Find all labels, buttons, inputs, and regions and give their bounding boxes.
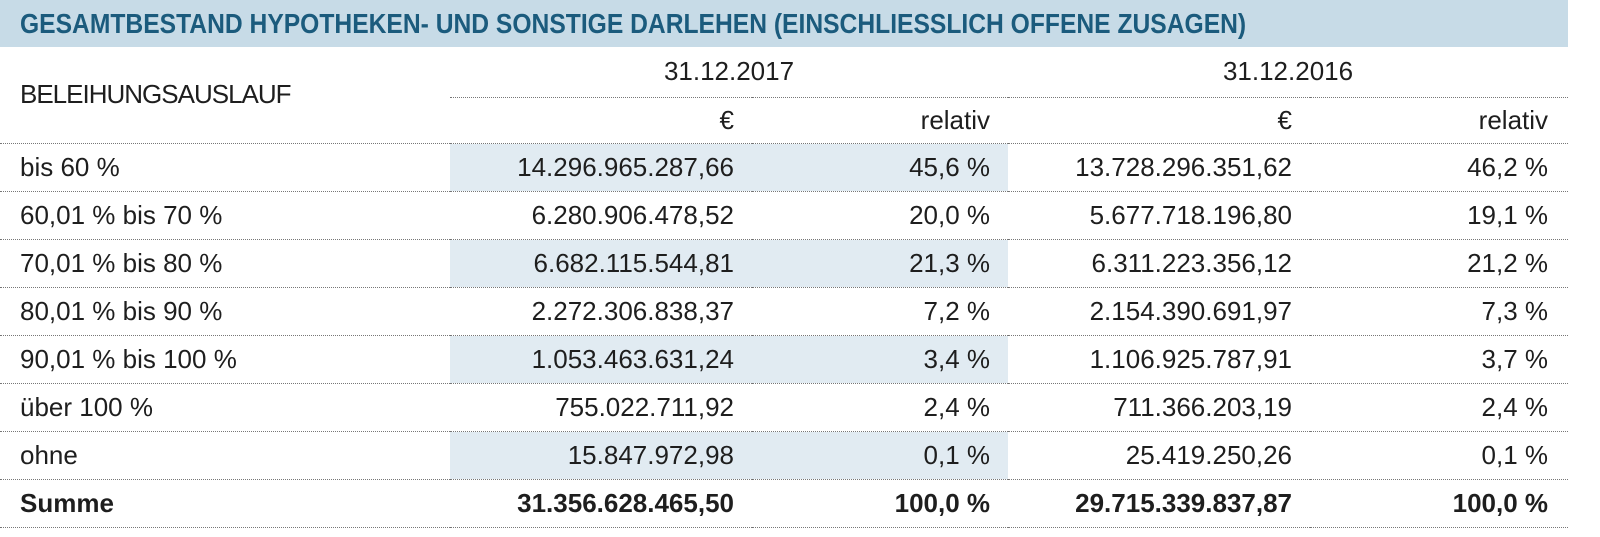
table-row: bis 60 % 14.296.965.287,66 45,6 % 13.728… bbox=[0, 143, 1569, 192]
total-amount-2017-cell: 31.356.628.465,50 bbox=[450, 479, 752, 528]
amount-2017-cell: 15.847.972,98 bbox=[450, 431, 752, 480]
amount-2017-cell: 1.053.463.631,24 bbox=[450, 335, 752, 384]
table-row: 70,01 % bis 80 % 6.682.115.544,81 21,3 %… bbox=[0, 239, 1569, 288]
amount-2017-cell: 2.272.306.838,37 bbox=[450, 287, 752, 336]
ltv-band-label: 80,01 % bis 90 % bbox=[0, 287, 450, 336]
loan-to-value-table: BELEIHUNGSAUSLAUF 31.12.2017 31.12.2016 … bbox=[0, 47, 1569, 528]
ltv-band-label: 60,01 % bis 70 % bbox=[0, 191, 450, 240]
table-row: über 100 % 755.022.711,92 2,4 % 711.366.… bbox=[0, 383, 1569, 432]
table-row: ohne 15.847.972,98 0,1 % 25.419.250,26 0… bbox=[0, 431, 1569, 480]
period-2016-header: 31.12.2016 bbox=[1008, 47, 1569, 98]
relative-2016-cell: 7,3 % bbox=[1310, 287, 1569, 336]
table-row: 80,01 % bis 90 % 2.272.306.838,37 7,2 % … bbox=[0, 287, 1569, 336]
relative-2017-header: relativ bbox=[752, 97, 1009, 144]
total-relative-2017-cell: 100,0 % bbox=[752, 479, 1009, 528]
header-row-units: € relativ € relativ bbox=[0, 97, 1569, 144]
amount-2016-cell: 5.677.718.196,80 bbox=[1008, 191, 1311, 240]
row-header-label: BELEIHUNGSAUSLAUF bbox=[0, 47, 450, 144]
total-row: Summe 31.356.628.465,50 100,0 % 29.715.3… bbox=[0, 479, 1569, 528]
relative-2016-cell: 2,4 % bbox=[1310, 383, 1569, 432]
ltv-band-label: ohne bbox=[0, 431, 450, 480]
title-bar: GESAMTBESTAND HYPOTHEKEN- UND SONSTIGE D… bbox=[0, 0, 1568, 47]
amount-2017-cell: 755.022.711,92 bbox=[450, 383, 752, 432]
header-row-dates: BELEIHUNGSAUSLAUF 31.12.2017 31.12.2016 bbox=[0, 47, 1569, 144]
amount-2017-cell: 14.296.965.287,66 bbox=[450, 143, 752, 192]
amount-2016-header: € bbox=[1008, 97, 1311, 144]
ltv-band-label: bis 60 % bbox=[0, 143, 450, 192]
table-row: 90,01 % bis 100 % 1.053.463.631,24 3,4 %… bbox=[0, 335, 1569, 384]
amount-2016-cell: 13.728.296.351,62 bbox=[1008, 143, 1311, 192]
relative-2017-cell: 21,3 % bbox=[752, 239, 1009, 288]
amount-2016-cell: 6.311.223.356,12 bbox=[1008, 239, 1311, 288]
total-label: Summe bbox=[0, 479, 450, 528]
relative-2017-cell: 0,1 % bbox=[752, 431, 1009, 480]
relative-2016-cell: 19,1 % bbox=[1310, 191, 1569, 240]
ltv-band-label: 90,01 % bis 100 % bbox=[0, 335, 450, 384]
relative-2016-cell: 46,2 % bbox=[1310, 143, 1569, 192]
amount-2016-cell: 2.154.390.691,97 bbox=[1008, 287, 1311, 336]
table-row: 60,01 % bis 70 % 6.280.906.478,52 20,0 %… bbox=[0, 191, 1569, 240]
ltv-band-label: 70,01 % bis 80 % bbox=[0, 239, 450, 288]
amount-2016-cell: 711.366.203,19 bbox=[1008, 383, 1311, 432]
relative-2017-cell: 45,6 % bbox=[752, 143, 1009, 192]
table-title: GESAMTBESTAND HYPOTHEKEN- UND SONSTIGE D… bbox=[20, 7, 1247, 39]
relative-2016-cell: 3,7 % bbox=[1310, 335, 1569, 384]
total-relative-2016-cell: 100,0 % bbox=[1310, 479, 1569, 528]
relative-2017-cell: 20,0 % bbox=[752, 191, 1009, 240]
relative-2017-cell: 2,4 % bbox=[752, 383, 1009, 432]
relative-2016-header: relativ bbox=[1310, 97, 1569, 144]
amount-2016-cell: 1.106.925.787,91 bbox=[1008, 335, 1311, 384]
total-amount-2016-cell: 29.715.339.837,87 bbox=[1008, 479, 1311, 528]
relative-2016-cell: 21,2 % bbox=[1310, 239, 1569, 288]
period-2017-header: 31.12.2017 bbox=[450, 47, 1009, 98]
relative-2017-cell: 3,4 % bbox=[752, 335, 1009, 384]
amount-2016-cell: 25.419.250,26 bbox=[1008, 431, 1311, 480]
relative-2016-cell: 0,1 % bbox=[1310, 431, 1569, 480]
amount-2017-cell: 6.682.115.544,81 bbox=[450, 239, 752, 288]
amount-2017-cell: 6.280.906.478,52 bbox=[450, 191, 752, 240]
relative-2017-cell: 7,2 % bbox=[752, 287, 1009, 336]
ltv-band-label: über 100 % bbox=[0, 383, 450, 432]
amount-2017-header: € bbox=[450, 97, 752, 144]
